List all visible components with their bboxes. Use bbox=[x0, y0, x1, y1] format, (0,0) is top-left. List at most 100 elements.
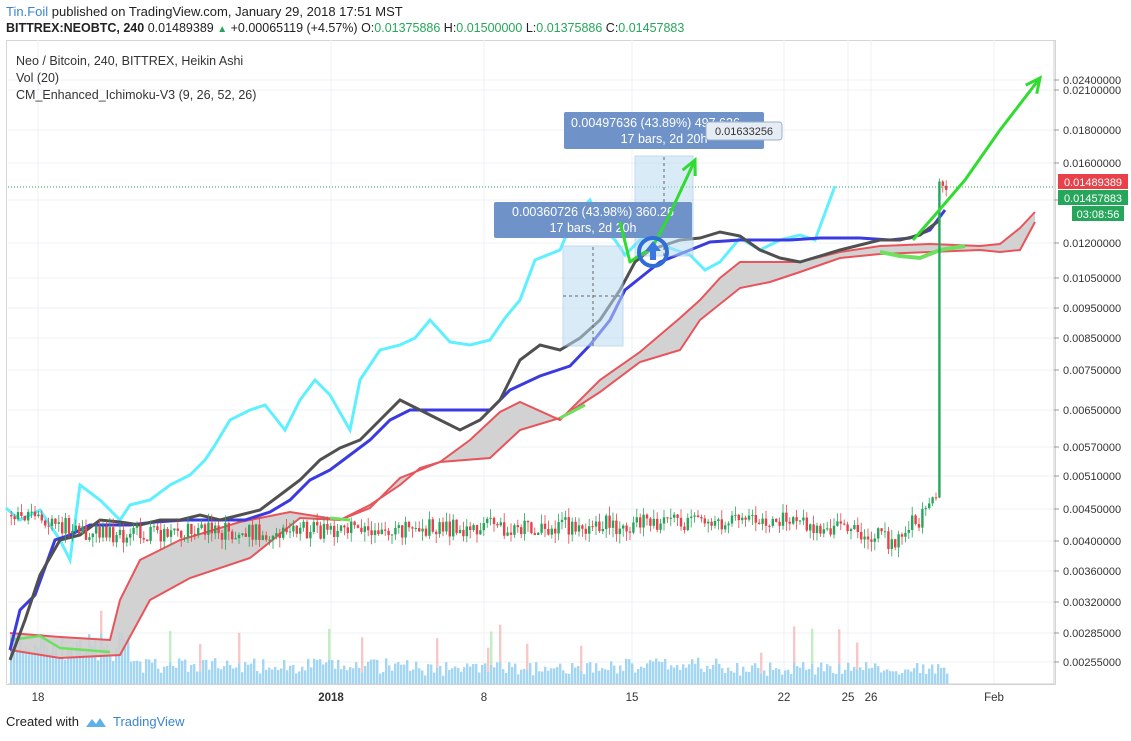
volume-bar bbox=[823, 671, 826, 684]
volume-bar bbox=[631, 663, 634, 684]
volume-bar bbox=[496, 662, 499, 684]
volume-bar bbox=[289, 665, 292, 684]
price-label-0: 0.01489389 bbox=[1058, 174, 1128, 189]
volume-bar bbox=[451, 668, 454, 684]
time-tick-label: 2018 bbox=[318, 692, 344, 704]
candle-body bbox=[261, 535, 264, 540]
candle-body bbox=[530, 522, 533, 534]
volume-bar bbox=[247, 664, 250, 684]
volume-bar bbox=[670, 665, 673, 684]
candle-body bbox=[751, 515, 754, 517]
candle-body bbox=[656, 518, 659, 530]
candle-body bbox=[513, 525, 516, 535]
ohlc-high-label: H: bbox=[443, 21, 457, 35]
volume-bar bbox=[298, 671, 301, 684]
candle-body bbox=[785, 512, 788, 522]
volume-bar bbox=[592, 672, 595, 684]
created-with-text: Created with bbox=[6, 714, 79, 729]
volume-bar bbox=[244, 662, 247, 684]
volume-bar bbox=[223, 666, 226, 684]
volume-bar bbox=[847, 662, 850, 684]
candle-body bbox=[890, 539, 893, 549]
tradingview-link[interactable]: TradingView bbox=[112, 714, 185, 729]
volume-bar bbox=[730, 671, 733, 684]
candle-body bbox=[839, 521, 842, 524]
candle-body bbox=[312, 522, 315, 533]
volume-bar bbox=[688, 664, 691, 684]
candle-body bbox=[744, 517, 747, 520]
volume-bar bbox=[448, 669, 451, 684]
candle-body bbox=[431, 519, 434, 532]
candle-body bbox=[237, 534, 241, 539]
candle-body bbox=[13, 516, 16, 520]
time-tick-label: Feb bbox=[984, 692, 1004, 704]
candle-body bbox=[333, 525, 336, 538]
candle-body bbox=[20, 512, 23, 516]
volume-bar bbox=[589, 662, 592, 684]
candle-body bbox=[125, 537, 128, 543]
candle-body bbox=[33, 511, 37, 517]
author-link[interactable]: Tin.Foil bbox=[6, 4, 49, 19]
ohlc-open-label: O: bbox=[361, 21, 375, 35]
volume-bar bbox=[703, 671, 706, 684]
volume-bar bbox=[541, 671, 544, 684]
candle-body bbox=[203, 524, 207, 535]
volume-bar bbox=[634, 672, 637, 684]
volume-bar bbox=[751, 665, 754, 684]
volume-bar bbox=[31, 653, 34, 684]
candle-body bbox=[577, 525, 581, 532]
candle-body bbox=[40, 514, 43, 521]
volume-bar bbox=[697, 657, 700, 684]
candle-body bbox=[870, 539, 873, 542]
candle-body bbox=[176, 528, 179, 531]
volume-bar bbox=[337, 659, 340, 684]
candle-body bbox=[156, 526, 159, 530]
candle-body bbox=[122, 529, 125, 543]
volume-bar bbox=[178, 658, 181, 684]
candle-body bbox=[492, 517, 496, 525]
measure-label-2-line2: 17 bars, 2d 20h bbox=[621, 132, 708, 146]
price-tick-label: 0.00400000 bbox=[1063, 536, 1121, 548]
candle-body bbox=[363, 526, 366, 532]
candle-body bbox=[717, 519, 720, 521]
candle-body bbox=[601, 529, 604, 532]
time-tick-label: 18 bbox=[32, 692, 45, 704]
candle-body bbox=[132, 527, 135, 534]
volume-bar bbox=[523, 668, 526, 684]
volume-bar bbox=[808, 668, 811, 684]
volume-bar bbox=[22, 649, 25, 684]
volume-bar bbox=[373, 659, 376, 684]
volume-bar bbox=[85, 647, 88, 684]
volume-bar bbox=[784, 670, 787, 684]
candle-body bbox=[210, 522, 213, 534]
volume-bar bbox=[946, 673, 949, 684]
candle-body bbox=[496, 524, 499, 526]
volume-bar bbox=[745, 671, 748, 684]
volume-bar bbox=[694, 663, 697, 684]
volume-bar bbox=[532, 675, 535, 684]
candle-body bbox=[628, 531, 632, 533]
volume-bar bbox=[154, 658, 157, 684]
candle-body bbox=[724, 525, 727, 530]
candle-body bbox=[299, 527, 302, 534]
candle-body bbox=[30, 511, 33, 513]
volume-bar bbox=[175, 667, 178, 684]
volume-bar bbox=[475, 663, 478, 684]
candle-body bbox=[506, 532, 509, 536]
candle-body bbox=[64, 517, 67, 534]
target-label: 0.01633256 bbox=[715, 126, 773, 138]
volume-bar bbox=[361, 672, 364, 684]
volume-bar bbox=[139, 661, 142, 684]
candle-body bbox=[183, 537, 186, 539]
volume-bar bbox=[292, 664, 295, 684]
candle-body bbox=[169, 530, 173, 537]
volume-bar bbox=[517, 674, 520, 684]
price-label-bg-0 bbox=[1058, 174, 1128, 189]
volume-bar bbox=[121, 632, 124, 684]
candle-body bbox=[819, 525, 822, 534]
volume-bar bbox=[421, 670, 424, 684]
candle-body bbox=[37, 514, 40, 517]
candle-body bbox=[486, 518, 489, 524]
candle-body bbox=[356, 525, 360, 528]
